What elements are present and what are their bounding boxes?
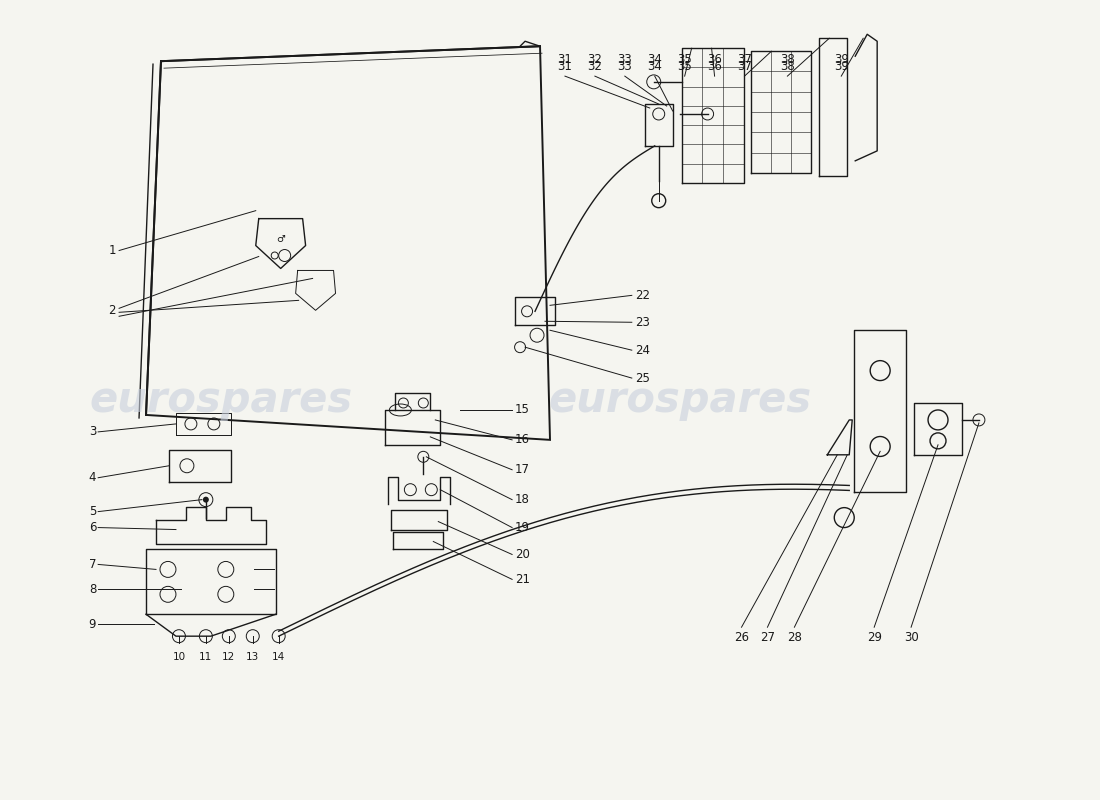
Text: 31: 31	[558, 53, 572, 66]
Text: 13: 13	[246, 652, 260, 662]
Text: 37: 37	[737, 53, 752, 66]
Text: 9: 9	[89, 618, 96, 630]
Text: 30: 30	[904, 631, 918, 644]
Text: 29: 29	[867, 631, 882, 644]
Text: 39: 39	[834, 60, 849, 73]
Text: 32: 32	[587, 53, 603, 66]
Text: 39: 39	[834, 53, 849, 66]
Text: 11: 11	[199, 652, 212, 662]
Text: 33: 33	[617, 60, 632, 73]
Text: 6: 6	[89, 521, 96, 534]
Text: 37: 37	[737, 60, 752, 73]
Text: 22: 22	[635, 289, 650, 302]
Text: 19: 19	[515, 521, 530, 534]
Text: 3: 3	[89, 426, 96, 438]
Text: 17: 17	[515, 463, 530, 476]
Text: 12: 12	[222, 652, 235, 662]
Text: 23: 23	[635, 316, 650, 329]
Text: 35: 35	[678, 53, 692, 66]
Text: 5: 5	[89, 505, 96, 518]
Text: 1: 1	[109, 244, 117, 257]
Text: 38: 38	[780, 53, 795, 66]
Text: 38: 38	[780, 60, 795, 73]
Text: eurospares: eurospares	[548, 379, 811, 421]
Text: 24: 24	[635, 344, 650, 357]
Text: 36: 36	[707, 53, 722, 66]
Text: 25: 25	[635, 371, 650, 385]
Text: 20: 20	[515, 548, 530, 561]
Text: 26: 26	[734, 631, 749, 644]
Text: 27: 27	[760, 631, 774, 644]
Text: 34: 34	[647, 60, 662, 73]
Text: 16: 16	[515, 434, 530, 446]
Text: 7: 7	[89, 558, 96, 571]
Text: eurospares: eurospares	[89, 379, 352, 421]
Text: 28: 28	[786, 631, 802, 644]
Text: 2: 2	[109, 304, 117, 317]
Text: 34: 34	[647, 53, 662, 66]
Text: 36: 36	[707, 60, 722, 73]
Text: 10: 10	[173, 652, 186, 662]
Text: ♂: ♂	[276, 234, 285, 243]
Circle shape	[202, 497, 209, 502]
Text: 14: 14	[272, 652, 285, 662]
Text: 21: 21	[515, 573, 530, 586]
Text: 4: 4	[89, 471, 96, 484]
Text: 35: 35	[678, 60, 692, 73]
Text: 32: 32	[587, 60, 603, 73]
Text: 15: 15	[515, 403, 530, 417]
Text: 8: 8	[89, 583, 96, 596]
Text: 18: 18	[515, 493, 530, 506]
Text: 31: 31	[558, 60, 572, 73]
Text: 33: 33	[617, 53, 632, 66]
